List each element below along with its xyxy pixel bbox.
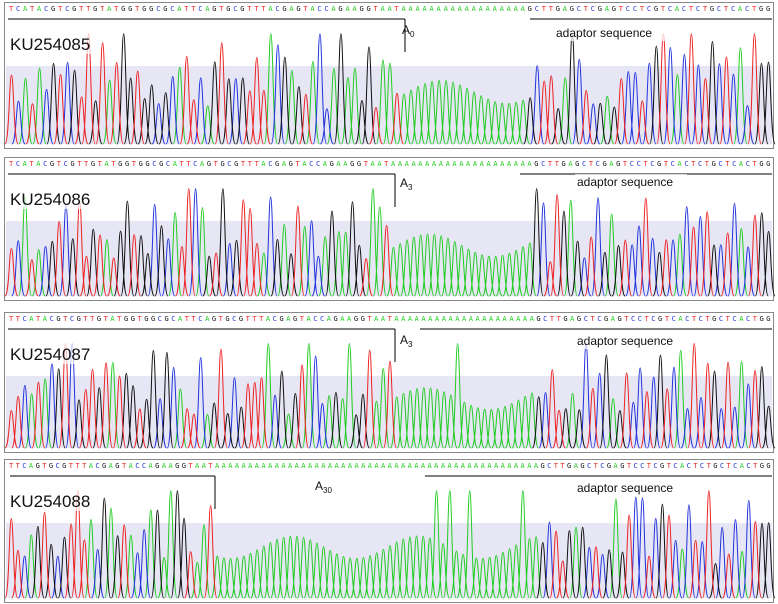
label-base: A	[400, 176, 408, 190]
polyA-label: A0	[402, 23, 415, 39]
label-bg	[8, 187, 94, 209]
sample-id: KU254085	[10, 35, 90, 54]
adaptor-bg	[575, 333, 687, 349]
adaptor-label: adaptor sequence	[577, 175, 673, 189]
trace	[45, 188, 776, 297]
trace	[51, 349, 776, 449]
label-bg	[8, 489, 94, 511]
polyA-label: A30	[315, 479, 332, 495]
label-subscript: 0	[410, 30, 415, 39]
panel-border	[4, 2, 774, 149]
label-bg	[8, 32, 94, 54]
trace	[24, 342, 749, 449]
label-subscript: 3	[408, 340, 413, 349]
sample-id: KU254086	[10, 190, 90, 209]
trace	[11, 33, 755, 145]
trace	[18, 33, 748, 145]
polyA-label: A3	[400, 176, 413, 192]
label-bg	[8, 342, 94, 364]
trace	[31, 490, 776, 599]
trace	[4, 33, 762, 145]
sample-id: KU254088	[10, 492, 90, 511]
label-base: A	[400, 333, 408, 347]
panel-border	[4, 459, 774, 603]
polyA-label: A3	[400, 333, 413, 349]
adaptor-label: adaptor sequence	[556, 26, 652, 40]
trace	[46, 33, 776, 145]
trace	[24, 490, 749, 599]
panel-border	[4, 312, 774, 453]
trace	[17, 496, 756, 599]
panel-border	[4, 157, 774, 301]
adaptor-bg	[575, 480, 687, 496]
adaptor-bg	[575, 174, 687, 190]
label-base: A	[315, 479, 323, 493]
adaptor-label: adaptor sequence	[577, 334, 673, 348]
label-base: A	[402, 23, 410, 37]
adaptor-bg	[554, 25, 666, 41]
sample-id: KU254087	[10, 345, 90, 364]
label-subscript: 3	[408, 183, 413, 192]
label-subscript: 30	[323, 486, 332, 495]
adaptor-label: adaptor sequence	[577, 481, 673, 495]
